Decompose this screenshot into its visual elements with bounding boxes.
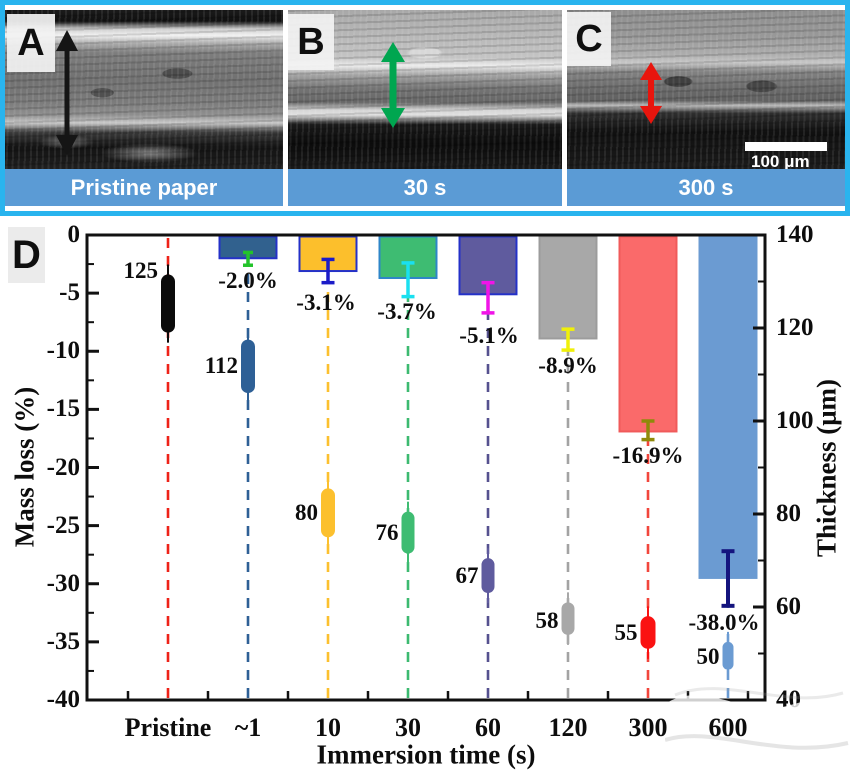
x-axis-title: Immersion time (s) — [316, 739, 536, 770]
sem-micrograph-30s: B — [288, 10, 562, 169]
caption-bar-a: Pristine paper — [5, 169, 283, 206]
sem-image-block: A Pristine paper B 30 s — [0, 0, 850, 216]
sem-micrograph-pristine: A — [5, 10, 283, 169]
caption-bar-b: 30 s — [288, 169, 562, 206]
sem-micrograph-300s: C 100 μm — [567, 10, 845, 169]
panel-a-plate: A — [7, 14, 55, 72]
thickness-arrow-red — [640, 62, 662, 124]
panel-d-letter: D — [12, 232, 41, 277]
panel-c-plate: C — [567, 12, 611, 66]
scale-bar-label: 100 μm — [751, 152, 810, 169]
panel-b-plate: B — [288, 14, 334, 70]
mass-loss-bar-5 — [538, 235, 598, 340]
y-axis-title-left: Mass loss (%) — [9, 386, 40, 548]
sem-panel-b: B 30 s — [288, 10, 562, 206]
thickness-marker-0 — [161, 274, 175, 333]
y-axis-title-right: Thickness (μm) — [811, 378, 842, 558]
caption-text-a: Pristine paper — [70, 174, 218, 200]
panel-d-plate: D — [8, 227, 45, 283]
thickness-marker-1 — [241, 339, 255, 394]
thickness-marker-3 — [401, 511, 415, 554]
panel-a-letter: A — [17, 21, 45, 64]
panel-c-letter: C — [575, 17, 603, 60]
thickness-marker-4 — [481, 558, 495, 594]
caption-text-b: 30 s — [403, 174, 447, 200]
scale-bar — [745, 142, 827, 151]
panel-b-letter: B — [297, 20, 325, 63]
mass-loss-bar-6 — [618, 235, 678, 433]
caption-bar-c: 300 s — [567, 169, 845, 206]
thickness-marker-2 — [321, 488, 335, 538]
thickness-marker-5 — [561, 602, 575, 635]
thickness-marker-7 — [722, 641, 734, 670]
thickness-marker-6 — [640, 616, 656, 649]
thickness-arrow-black — [56, 30, 78, 156]
sem-panel-a: A Pristine paper — [5, 10, 283, 206]
sem-panel-c: C 100 μm 300 s — [567, 10, 845, 206]
thickness-arrow-green — [381, 42, 405, 128]
mass-loss-bar-7 — [698, 235, 758, 579]
caption-text-c: 300 s — [678, 174, 734, 200]
